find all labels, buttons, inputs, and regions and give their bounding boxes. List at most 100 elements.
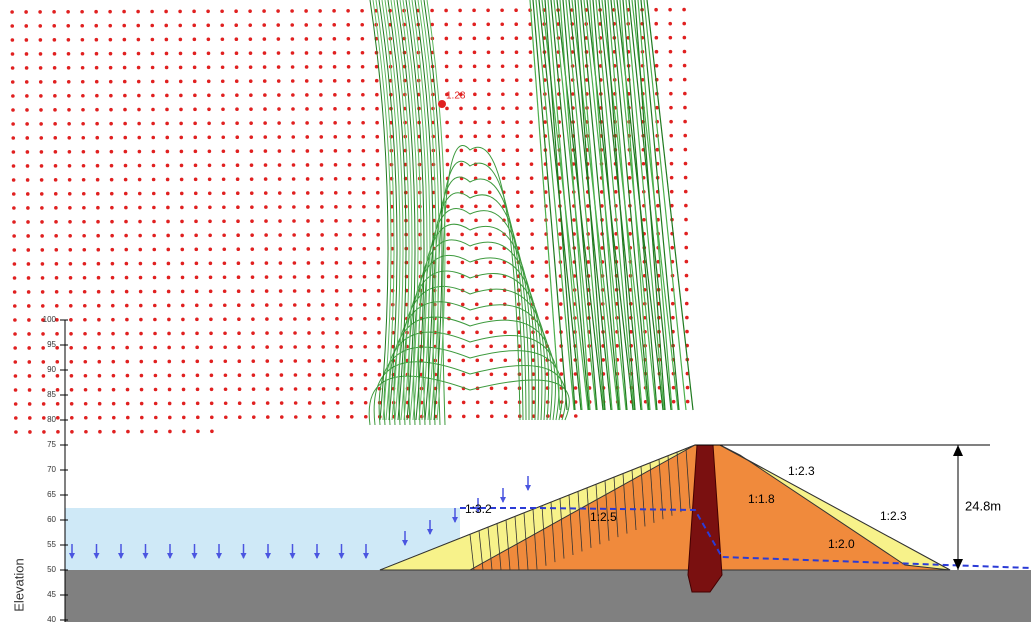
grid-point (25, 108, 29, 112)
grid-point (349, 317, 353, 321)
grid-point (180, 192, 184, 196)
grid-point (10, 24, 14, 28)
grid-point (461, 303, 465, 307)
grid-point (194, 150, 198, 154)
grid-point (515, 120, 519, 124)
foundation (65, 570, 1031, 622)
grid-point (41, 290, 45, 294)
grid-point (251, 261, 255, 265)
grid-point (39, 52, 43, 56)
grid-point (307, 261, 311, 265)
grid-point (124, 234, 128, 238)
grid-point (263, 51, 267, 55)
grid-point (55, 360, 59, 364)
grid-point (83, 304, 87, 308)
grid-point (307, 289, 311, 293)
grid-point (67, 108, 71, 112)
grid-point (180, 178, 184, 182)
grid-point (318, 23, 322, 27)
grid-point (347, 51, 351, 55)
grid-point (502, 148, 506, 152)
grid-point (475, 317, 479, 321)
grid-point (235, 51, 239, 55)
grid-point (126, 430, 130, 434)
grid-point (305, 51, 309, 55)
grid-point (151, 122, 155, 126)
grid-point (154, 374, 158, 378)
grid-point (363, 331, 367, 335)
grid-point (361, 121, 365, 125)
grid-point (684, 218, 688, 222)
grid-point (237, 317, 241, 321)
grid-point (376, 163, 380, 167)
grid-point (154, 402, 158, 406)
grid-point (124, 192, 128, 196)
grid-point (500, 8, 504, 12)
grid-point (249, 135, 253, 139)
grid-point (153, 262, 157, 266)
grid-point (28, 374, 32, 378)
grid-point (266, 401, 270, 405)
grid-point (362, 177, 366, 181)
grid-point (279, 331, 283, 335)
grid-point (194, 178, 198, 182)
grid-point (319, 135, 323, 139)
grid-point (684, 246, 688, 250)
grid-point (13, 304, 17, 308)
grid-point (68, 206, 72, 210)
grid-point (195, 318, 199, 322)
grid-point (486, 23, 490, 27)
grid-point (458, 9, 462, 13)
grid-point (475, 261, 479, 265)
grid-point (26, 248, 30, 252)
grid-point (69, 346, 73, 350)
grid-point (223, 289, 227, 293)
grid-point (588, 372, 592, 376)
grid-point (123, 136, 127, 140)
grid-point (194, 206, 198, 210)
grid-point (11, 94, 15, 98)
grid-point (168, 402, 172, 406)
grid-point (97, 318, 101, 322)
grid-point (333, 37, 337, 41)
grid-point (42, 402, 46, 406)
grid-point (222, 205, 226, 209)
grid-point (54, 178, 58, 182)
grid-point (500, 22, 504, 26)
grid-point (235, 135, 239, 139)
grid-point (83, 318, 87, 322)
grid-point (236, 177, 240, 181)
grid-point (278, 191, 282, 195)
grid-point (332, 23, 336, 27)
grid-point (361, 93, 365, 97)
grid-point (25, 52, 29, 56)
grid-point (307, 331, 311, 335)
grid-point (235, 93, 239, 97)
grid-point (222, 247, 226, 251)
grid-point (14, 416, 18, 420)
grid-point (56, 402, 60, 406)
grid-point (182, 388, 186, 392)
grid-point (109, 80, 113, 84)
grid-point (208, 234, 212, 238)
grid-point (277, 135, 281, 139)
grid-point (361, 135, 365, 139)
grid-point (154, 430, 158, 434)
grid-point (167, 304, 171, 308)
grid-point (489, 331, 493, 335)
grid-point (304, 9, 308, 13)
grid-point (458, 23, 462, 27)
grid-point (668, 8, 672, 12)
grid-point (334, 149, 338, 153)
grid-point (222, 177, 226, 181)
grid-point (235, 37, 239, 41)
grid-point (475, 359, 479, 363)
grid-point (529, 36, 533, 40)
grid-point (654, 8, 658, 12)
grid-point (164, 24, 168, 28)
grid-point (516, 148, 520, 152)
grid-point (67, 122, 71, 126)
grid-point (236, 219, 240, 223)
grid-point (137, 38, 141, 42)
grid-point (234, 9, 238, 13)
